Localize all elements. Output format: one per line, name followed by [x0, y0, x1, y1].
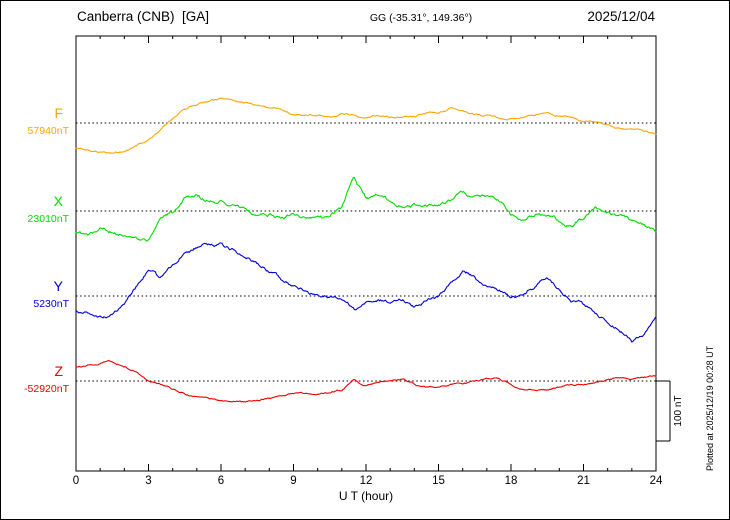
channel-name-Y: Y	[53, 278, 63, 294]
x-tick-label: 0	[72, 475, 80, 487]
series-Z	[75, 359, 657, 403]
x-tick-label: 18	[504, 475, 518, 487]
x-tick-label: 12	[359, 475, 373, 487]
x-tick-label: 6	[217, 475, 225, 487]
series-F	[75, 97, 657, 154]
plot-date: 2025/12/04	[587, 9, 655, 24]
channel-baseline-value-Z: -52920nT	[24, 383, 69, 395]
series-Y	[75, 242, 657, 343]
series-X	[75, 176, 657, 242]
x-axis-label: U T (hour)	[338, 489, 394, 503]
plot-frame	[75, 35, 657, 472]
plotted-at-note: Plotted at 2025/12/19 00:28 UT	[705, 345, 715, 471]
channel-baseline-value-Y: 5230nT	[33, 298, 69, 310]
channel-name-F: F	[54, 105, 63, 121]
geo-coords: GG (-35.31°, 149.36°)	[369, 12, 473, 24]
channel-baseline-value-X: 23010nT	[27, 213, 69, 225]
x-tick-label: 21	[577, 475, 590, 487]
axis-ticks	[75, 36, 657, 471]
channel-name-Z: Z	[54, 363, 63, 379]
station-title: Canberra (CNB) [GA]	[77, 9, 210, 24]
x-tick-label: 9	[290, 475, 297, 487]
x-tick-label: 24	[649, 475, 663, 487]
channel-baseline-value-F: 57940nT	[27, 125, 69, 137]
channel-name-X: X	[53, 193, 63, 209]
scale-bar-label: 100 nT	[673, 395, 684, 427]
scale-bar	[656, 380, 671, 442]
x-tick-label: 3	[145, 475, 152, 487]
x-tick-label: 15	[432, 475, 445, 487]
